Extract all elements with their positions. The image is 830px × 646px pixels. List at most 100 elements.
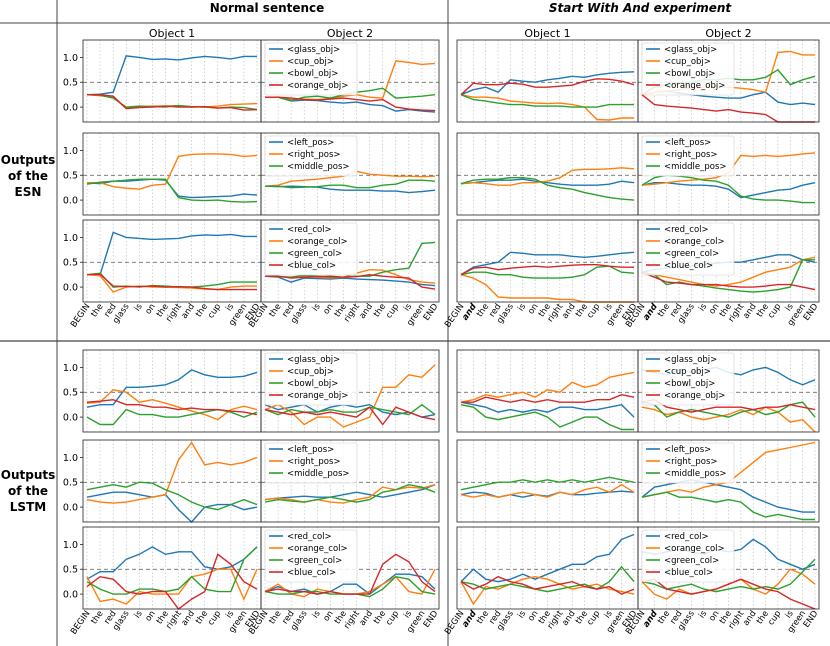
legend-label: <red_col> <box>664 225 709 235</box>
y-tick-label: 1.0 <box>63 540 78 551</box>
legend-label: <left_pos> <box>287 445 334 455</box>
series-line-blue_col <box>460 575 635 595</box>
row-label-esn: Outputs of the ESN <box>1 153 56 199</box>
legend-label: <glass_obj> <box>664 45 717 55</box>
x-tick-label: cup <box>206 609 223 627</box>
series-line-orange_col <box>86 568 258 605</box>
x-tick-label: END <box>802 302 821 323</box>
x-tick-label: cup <box>585 302 602 320</box>
legend-label: <orange_obj> <box>287 81 348 91</box>
legend-box <box>264 529 358 583</box>
panel-esn_normal-color-object2: <red_col> <orange_col> <green_col> <blue_co… <box>247 219 441 330</box>
row-label-lstm-line3: LSTM <box>10 500 46 514</box>
series-line-bowl_obj <box>264 403 436 416</box>
column-title-normal: Normal sentence <box>210 1 325 15</box>
legend-object: <glass_obj> <cup_obj> <bowl_obj> <orange_ob… <box>641 352 735 406</box>
y-tick-label: 0.5 <box>63 478 78 489</box>
legend-color: <red_col> <orange_col> <green_col> <blue_co… <box>641 529 735 583</box>
axes-box <box>82 439 262 523</box>
legend-label: <green_col> <box>287 556 342 566</box>
series-line-orange_obj <box>460 78 635 96</box>
x-tick-label: is <box>603 302 615 314</box>
legend-label: <blue_col> <box>664 568 713 578</box>
y-tick-label: 1.0 <box>63 233 78 244</box>
series-line-cup_obj <box>460 371 635 403</box>
panel-esn_normal-position-object1: 0.0 0.5 1.0 <box>63 132 262 216</box>
legend-label: <bowl_obj> <box>287 69 338 79</box>
legend-label: <red_col> <box>287 225 332 235</box>
panel-lstm_normal-object-object1: 0.0 0.5 1.0 <box>63 349 262 433</box>
series-line-right_pos <box>460 483 635 498</box>
axes-box <box>637 439 820 523</box>
x-tick-label: is <box>311 609 323 621</box>
series-line-left_pos <box>86 491 258 524</box>
x-tick-label: cup <box>585 609 602 627</box>
x-tick-label: is <box>603 609 615 621</box>
legend-label: <bowl_obj> <box>664 69 715 79</box>
x-tick-label: the <box>267 609 283 626</box>
legend-label: <orange_obj> <box>664 391 725 401</box>
section-esn_and: Object 1 Object 2 <glass_obj> <cup_obj> <bow… <box>443 27 821 330</box>
y-tick-label: 0.5 <box>63 565 78 576</box>
panel-lstm_and-color-object2: <red_col> <orange_col> <green_col> <blue_co… <box>624 526 821 637</box>
axes-box <box>456 39 639 123</box>
x-tick-label: BEGIN <box>69 609 92 637</box>
x-tick-label: the <box>267 302 283 319</box>
series-line-green_col <box>641 259 815 293</box>
object-title-1: Object 1 <box>149 27 195 40</box>
y-tick-label: 0.0 <box>63 503 78 514</box>
axes-box <box>637 219 820 303</box>
row-label-lstm-line2: of the <box>8 484 48 498</box>
x-tick-label: on <box>526 302 540 316</box>
panel-esn_normal-position-object2: <left_pos> <right_pos> <middle_pos> <box>260 132 440 216</box>
series-line-blue_col <box>86 273 257 291</box>
x-tick-label: the <box>89 609 105 626</box>
object-title-1: Object 1 <box>524 27 570 40</box>
series-line-red_col <box>264 275 436 287</box>
legend-label: <green_col> <box>664 249 719 259</box>
axes-box <box>260 39 440 123</box>
x-tick-label: cup <box>384 302 401 320</box>
legend-box <box>641 42 735 96</box>
y-tick-label: 1.0 <box>63 146 78 157</box>
legend-box <box>264 442 358 484</box>
series-line-right_pos <box>87 153 258 190</box>
series-line-orange_col <box>641 256 816 287</box>
legend-label: <red_col> <box>287 532 332 542</box>
axes-box <box>456 219 639 303</box>
legend-label: <glass_obj> <box>287 45 340 55</box>
axes-box <box>260 132 440 216</box>
legend-object: <glass_obj> <cup_obj> <bowl_obj> <orange_ob… <box>641 42 735 96</box>
axes-box <box>456 132 639 216</box>
series-line-blue_col <box>641 578 816 610</box>
series-line-orange_obj <box>86 398 258 416</box>
x-tick-label: cup <box>384 609 401 627</box>
series-line-middle_pos <box>265 179 436 189</box>
series-line-orange_obj <box>641 398 816 413</box>
y-tick-label: 0.5 <box>63 171 78 182</box>
section-lstm_and: <glass_obj> <cup_obj> <bowl_obj> <orange_ob… <box>443 349 821 637</box>
panel-lstm_normal-color-object2: <red_col> <orange_col> <green_col> <blue_co… <box>247 526 441 637</box>
panel-lstm_normal-position-object1: 0.0 0.5 1.0 <box>63 439 262 524</box>
legend-label: <glass_obj> <box>287 355 340 365</box>
row-label-lstm-line1: Outputs <box>1 468 56 482</box>
legend-label: <middle_pos> <box>664 469 727 479</box>
x-tick-label: cup <box>206 302 223 320</box>
axes-box <box>260 439 440 523</box>
series-line-glass_obj <box>460 71 635 96</box>
series-line-left_pos <box>264 484 436 501</box>
series-line-glass_obj <box>460 401 635 418</box>
legend-box <box>641 352 735 406</box>
axes-box <box>456 349 639 433</box>
section-esn_normal: Object 1 Object 2 0.0 0.5 1.0 <glass_obj> <cup… <box>63 27 441 330</box>
legend-position: <left_pos> <right_pos> <middle_pos> <box>641 442 735 484</box>
legend-label: <orange_col> <box>287 544 348 554</box>
y-tick-label: 1.0 <box>63 363 78 374</box>
x-tick-label: END <box>422 609 441 630</box>
x-tick-label: is <box>697 302 709 314</box>
panel-lstm_and-object-object1 <box>456 349 639 433</box>
series-line-middle_pos <box>460 176 635 201</box>
y-tick-label: 0.0 <box>63 196 78 207</box>
series-line-left_pos <box>641 479 815 513</box>
